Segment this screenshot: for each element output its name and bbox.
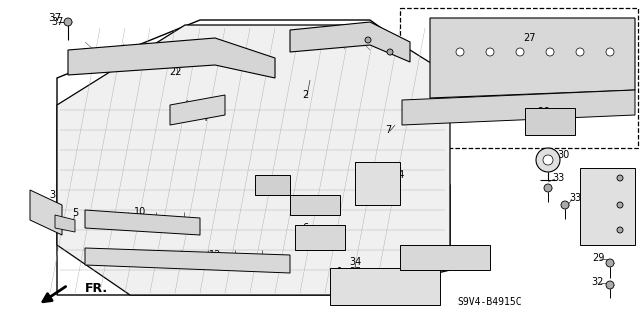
Text: 28: 28 <box>262 177 274 187</box>
Polygon shape <box>57 20 450 295</box>
Circle shape <box>606 259 614 267</box>
Circle shape <box>546 48 554 56</box>
Circle shape <box>543 155 553 165</box>
Text: FR.: FR. <box>85 283 108 295</box>
Text: 29: 29 <box>592 253 604 263</box>
Polygon shape <box>57 25 450 295</box>
Circle shape <box>617 175 623 181</box>
Text: 20: 20 <box>594 180 606 190</box>
Text: 16: 16 <box>594 170 606 180</box>
Text: 37: 37 <box>49 13 61 23</box>
Circle shape <box>365 37 371 43</box>
Text: 25: 25 <box>381 37 394 47</box>
Polygon shape <box>290 195 340 215</box>
Text: 30: 30 <box>557 150 569 160</box>
Text: 22: 22 <box>169 67 181 77</box>
Circle shape <box>64 18 72 26</box>
Circle shape <box>576 48 584 56</box>
Polygon shape <box>525 108 575 135</box>
Text: 33: 33 <box>569 193 581 203</box>
Text: 14: 14 <box>589 203 601 213</box>
Circle shape <box>606 281 614 289</box>
Text: 31: 31 <box>342 37 354 47</box>
Text: 35: 35 <box>349 267 361 277</box>
Polygon shape <box>85 248 290 273</box>
Text: S9V4-B4915C: S9V4-B4915C <box>458 297 522 307</box>
Text: 37: 37 <box>51 17 63 27</box>
Text: 8: 8 <box>372 277 378 287</box>
Polygon shape <box>430 18 635 98</box>
Polygon shape <box>85 210 200 235</box>
Text: 9: 9 <box>337 277 343 287</box>
Text: 15: 15 <box>594 193 606 203</box>
Circle shape <box>544 184 552 192</box>
Text: 7: 7 <box>385 125 391 135</box>
Text: 21: 21 <box>294 195 306 205</box>
Circle shape <box>617 202 623 208</box>
Text: 2: 2 <box>302 90 308 100</box>
Text: 34: 34 <box>349 257 361 267</box>
Text: 1: 1 <box>337 267 343 277</box>
Polygon shape <box>580 168 635 245</box>
Polygon shape <box>170 95 225 125</box>
Text: 4: 4 <box>202 113 208 123</box>
Circle shape <box>606 48 614 56</box>
Text: 27: 27 <box>524 33 536 43</box>
Text: 10: 10 <box>134 207 146 217</box>
Text: 23: 23 <box>359 170 371 180</box>
Text: 38: 38 <box>372 190 384 200</box>
Polygon shape <box>295 225 345 250</box>
Polygon shape <box>400 245 490 270</box>
Text: 24: 24 <box>392 170 404 180</box>
Text: 6: 6 <box>302 223 308 233</box>
Text: 36: 36 <box>384 190 396 200</box>
Bar <box>400 8 638 148</box>
Polygon shape <box>55 215 75 232</box>
Text: 18: 18 <box>589 223 601 233</box>
Text: 3: 3 <box>49 190 55 200</box>
Text: 11: 11 <box>369 287 381 297</box>
Text: 12: 12 <box>209 250 221 260</box>
Text: 13: 13 <box>424 247 436 257</box>
Polygon shape <box>255 175 290 195</box>
Polygon shape <box>68 38 275 78</box>
Circle shape <box>387 49 393 55</box>
Circle shape <box>536 148 560 172</box>
Text: 26: 26 <box>537 107 549 117</box>
Polygon shape <box>290 22 410 62</box>
Polygon shape <box>330 268 440 305</box>
Polygon shape <box>30 190 62 235</box>
Circle shape <box>486 48 494 56</box>
Text: 19: 19 <box>594 213 606 223</box>
Polygon shape <box>355 162 400 205</box>
Text: 31: 31 <box>362 23 374 33</box>
Text: 32: 32 <box>592 277 604 287</box>
Circle shape <box>516 48 524 56</box>
Circle shape <box>456 48 464 56</box>
Text: 33: 33 <box>552 173 564 183</box>
Text: 5: 5 <box>72 208 78 218</box>
Text: 17: 17 <box>424 257 436 267</box>
Polygon shape <box>402 90 635 125</box>
Circle shape <box>617 227 623 233</box>
Circle shape <box>561 201 569 209</box>
